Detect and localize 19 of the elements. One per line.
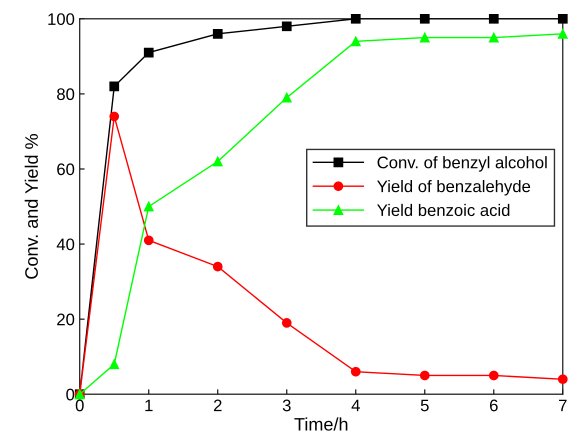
y-tick-label: 100 — [48, 13, 74, 26]
legend-label: Yield of benzalehyde — [377, 180, 530, 196]
y-tick-label: 60 — [57, 163, 74, 176]
y-tick-label: 0 — [66, 388, 74, 400]
x-tick-label: 2 — [214, 400, 222, 412]
y-tick-label: 40 — [56, 238, 74, 250]
x-tick-label: 6 — [490, 400, 498, 412]
x-tick-label: 7 — [559, 400, 567, 412]
x-tick-label: 5 — [420, 400, 429, 412]
x-tick-label: 4 — [352, 400, 360, 412]
legend-label: Yield benzoic acid — [377, 204, 510, 216]
x-axis-title: Time/h — [294, 417, 348, 431]
legend-label: Conv. of benzyl alcohol — [378, 156, 547, 172]
x-tick-label: 3 — [282, 400, 291, 412]
y-tick-label: 20 — [57, 314, 74, 326]
y-tick-label: 80 — [57, 88, 74, 100]
x-tick-label: 1 — [145, 400, 153, 412]
x-tick-label: 0 — [76, 400, 84, 412]
y-axis-title: Conv. and Yield % — [24, 134, 38, 279]
